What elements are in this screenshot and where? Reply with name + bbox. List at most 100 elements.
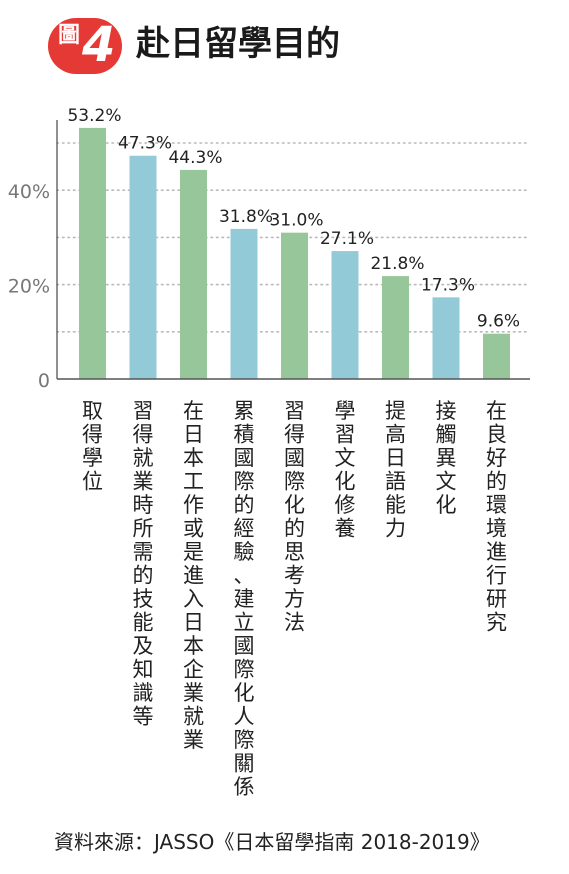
category-label-char: 法 — [284, 611, 305, 635]
category-label-char: 國 — [234, 446, 255, 470]
category-label-char: 日 — [385, 446, 406, 470]
category-label-char: 企 — [183, 658, 204, 682]
bar — [79, 127, 106, 379]
category-label-char: 是 — [183, 540, 204, 564]
bar-value-label: 31.8% — [219, 207, 273, 227]
category-label-char: 識 — [133, 681, 154, 705]
category-label-char: 行 — [486, 564, 507, 588]
category-label-char: 化 — [335, 470, 356, 494]
category-label-char: 取 — [82, 399, 103, 423]
category-label-char: 習 — [284, 399, 305, 423]
category-label-char: 的 — [133, 564, 154, 588]
bar — [483, 333, 510, 379]
category-label-char: 習 — [335, 423, 356, 447]
category-label-char: 國 — [284, 446, 305, 470]
category-label-char: 本 — [183, 634, 204, 658]
category-label-char: 國 — [234, 634, 255, 658]
bar-value-label: 47.3% — [118, 134, 172, 154]
category-label-char: 文 — [335, 446, 356, 470]
category-label-char: 積 — [234, 423, 255, 447]
figure-badge-label: 圖 — [58, 23, 81, 48]
category-label-char: 等 — [133, 705, 154, 729]
y-tick-label: 20% — [8, 276, 50, 298]
category-label-char: 就 — [183, 705, 204, 729]
figure-badge: 圖 4 — [48, 17, 122, 74]
category-label-char: 進 — [183, 564, 204, 588]
category-label-char: 習 — [133, 399, 154, 423]
source-note: 資料來源：JASSO《日本留學指南 2018-2019》 — [54, 830, 490, 854]
bar-chart: 020%40%53.2%取得學位47.3%習得就業時所需的技能及知識等44.3%… — [8, 106, 531, 799]
bar — [331, 251, 359, 379]
category-label-char: 日 — [183, 611, 204, 635]
category-label-char: 或 — [183, 517, 204, 541]
y-tick-label: 40% — [8, 181, 50, 203]
category-label-char: 的 — [284, 517, 305, 541]
category-label-char: 際 — [234, 470, 255, 494]
category-label-char: 研 — [486, 587, 507, 611]
category-label-char: 際 — [234, 728, 255, 752]
category-label-char: 及 — [133, 634, 154, 658]
category-label-char: 日 — [183, 423, 204, 447]
category-label-char: 得 — [82, 423, 103, 447]
category-label-char: 異 — [436, 446, 457, 470]
category-label-char: 得 — [133, 423, 154, 447]
category-label-char: 得 — [284, 423, 305, 447]
category-label-char: 境 — [486, 517, 507, 541]
category-label-char: 文 — [436, 470, 457, 494]
category-label-char: 、 — [234, 564, 255, 588]
category-label-char: 化 — [436, 493, 457, 517]
category-label-char: 本 — [183, 446, 204, 470]
category-label-char: 方 — [284, 587, 305, 611]
category-label-char: 工 — [183, 470, 204, 494]
category-label-char: 接 — [436, 399, 457, 423]
bar — [382, 276, 409, 379]
category-label-char: 化 — [234, 681, 255, 705]
category-label-char: 考 — [284, 564, 305, 588]
category-label-char: 際 — [284, 470, 305, 494]
figure-number: 4 — [82, 17, 116, 73]
bar-value-label: 31.0% — [269, 211, 323, 231]
category-label-char: 在 — [486, 399, 507, 423]
category-label-char: 經 — [234, 517, 255, 541]
category-label-char: 業 — [183, 728, 204, 752]
category-label-char: 的 — [234, 493, 255, 517]
category-label-char: 係 — [234, 775, 255, 799]
category-label-char: 學 — [335, 399, 356, 423]
category-label-char: 人 — [234, 705, 255, 729]
category-label-char: 際 — [234, 658, 255, 682]
bar-value-label: 17.3% — [421, 275, 475, 295]
category-label-char: 累 — [234, 399, 255, 423]
category-label-char: 業 — [183, 681, 204, 705]
bar-value-label: 9.6% — [477, 312, 520, 332]
bar — [129, 155, 157, 379]
category-label-char: 進 — [486, 540, 507, 564]
category-label-char: 業 — [133, 470, 154, 494]
category-label-char: 知 — [133, 658, 154, 682]
category-label-char: 好 — [486, 446, 507, 470]
category-label-char: 位 — [82, 470, 103, 494]
chart-title: 赴日留學目的 — [136, 24, 340, 64]
category-label-char: 技 — [133, 587, 154, 611]
category-label-char: 修 — [335, 493, 356, 517]
category-label-char: 驗 — [234, 540, 255, 564]
category-label-char: 關 — [234, 752, 255, 776]
category-label-char: 環 — [486, 493, 507, 517]
bar — [281, 232, 308, 379]
category-label-char: 時 — [133, 493, 154, 517]
category-label-char: 入 — [183, 587, 204, 611]
bar — [432, 297, 460, 379]
category-label-char: 在 — [183, 399, 204, 423]
category-label-char: 力 — [385, 517, 406, 541]
category-label-char: 作 — [183, 493, 204, 517]
category-label-char: 觸 — [436, 423, 457, 447]
category-label-char: 的 — [486, 470, 507, 494]
bar-value-label: 53.2% — [67, 106, 121, 126]
category-label-char: 思 — [284, 540, 305, 564]
category-label-char: 養 — [335, 517, 356, 541]
category-label-char: 語 — [385, 470, 406, 494]
category-label-char: 良 — [486, 423, 507, 447]
category-label-char: 究 — [486, 611, 507, 635]
category-label-char: 化 — [284, 493, 305, 517]
category-label-char: 就 — [133, 446, 154, 470]
category-label-char: 所 — [133, 517, 154, 541]
